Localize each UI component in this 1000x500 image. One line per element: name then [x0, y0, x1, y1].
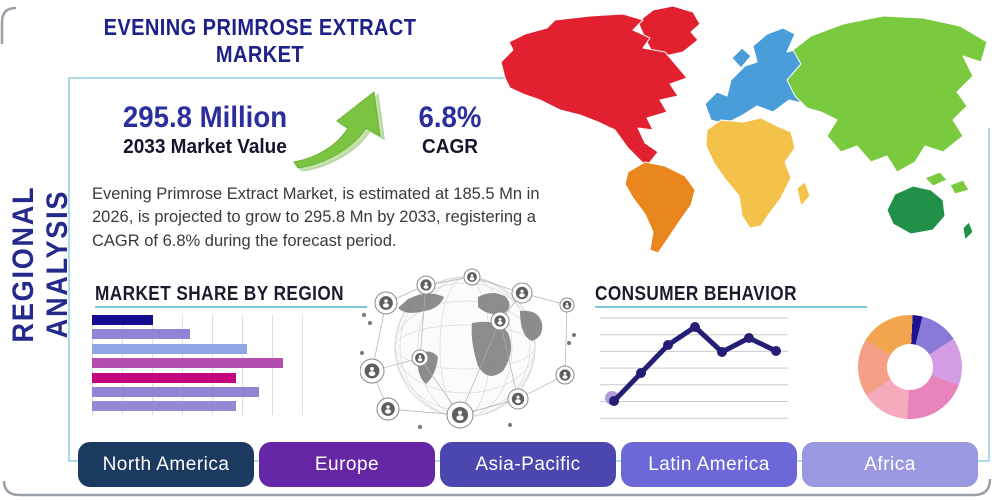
map-philippines — [949, 179, 970, 195]
consumer-behavior-heading: CONSUMER BEHAVIOR — [595, 283, 797, 305]
map-uk — [731, 47, 752, 69]
region-button-africa[interactable]: Africa — [802, 442, 978, 487]
side-label-regional-analysis: REGIONAL ANALYSIS — [7, 185, 74, 343]
market-description: Evening Primrose Extract Market, is esti… — [92, 185, 540, 250]
world-map — [500, 5, 988, 254]
cagr-label: CAGR — [422, 136, 478, 158]
map-indonesia — [924, 171, 948, 187]
bar-segment — [92, 386, 260, 397]
map-asia — [786, 15, 988, 173]
bar-segment — [92, 372, 237, 383]
consumer-behavior-underline — [595, 306, 867, 308]
map-south-america — [624, 161, 696, 254]
consumer-behavior-line-chart — [600, 317, 788, 419]
map-north-america — [500, 13, 688, 173]
map-africa — [705, 117, 796, 229]
globe-network-graphic — [360, 268, 576, 429]
donut-hole — [887, 344, 933, 390]
card-border-left — [68, 77, 70, 462]
region-button-europe[interactable]: Europe — [259, 442, 435, 487]
card-border-right — [988, 128, 990, 462]
market-share-underline — [95, 306, 367, 308]
region-button-north-america[interactable]: North America — [78, 442, 254, 487]
region-button-latin-america[interactable]: Latin America — [621, 442, 797, 487]
map-madagascar — [796, 181, 811, 207]
market-value-label: 2033 Market Value — [123, 136, 287, 158]
bar-segment — [92, 329, 190, 340]
page-title: EVENING PRIMROSE EXTRACT MARKET — [103, 14, 417, 67]
card-border-top — [68, 77, 510, 79]
market-share-heading: MARKET SHARE BY REGION — [95, 283, 345, 305]
bar-segment — [92, 343, 247, 354]
map-new-zealand — [962, 221, 974, 241]
region-buttons-row: North America Europe Asia-Pacific Latin Ame… — [78, 442, 978, 487]
cagr-value: 6.8% — [418, 101, 482, 134]
map-australia — [886, 185, 946, 235]
bar-segment — [92, 358, 283, 369]
growth-arrow-icon — [293, 91, 385, 171]
bar-segment — [92, 401, 237, 412]
market-share-bar-chart — [92, 315, 304, 415]
market-value-stat: 295.8 Million — [122, 101, 288, 134]
region-button-asia-pacific[interactable]: Asia-Pacific — [440, 442, 616, 487]
bar-segment — [92, 315, 154, 325]
